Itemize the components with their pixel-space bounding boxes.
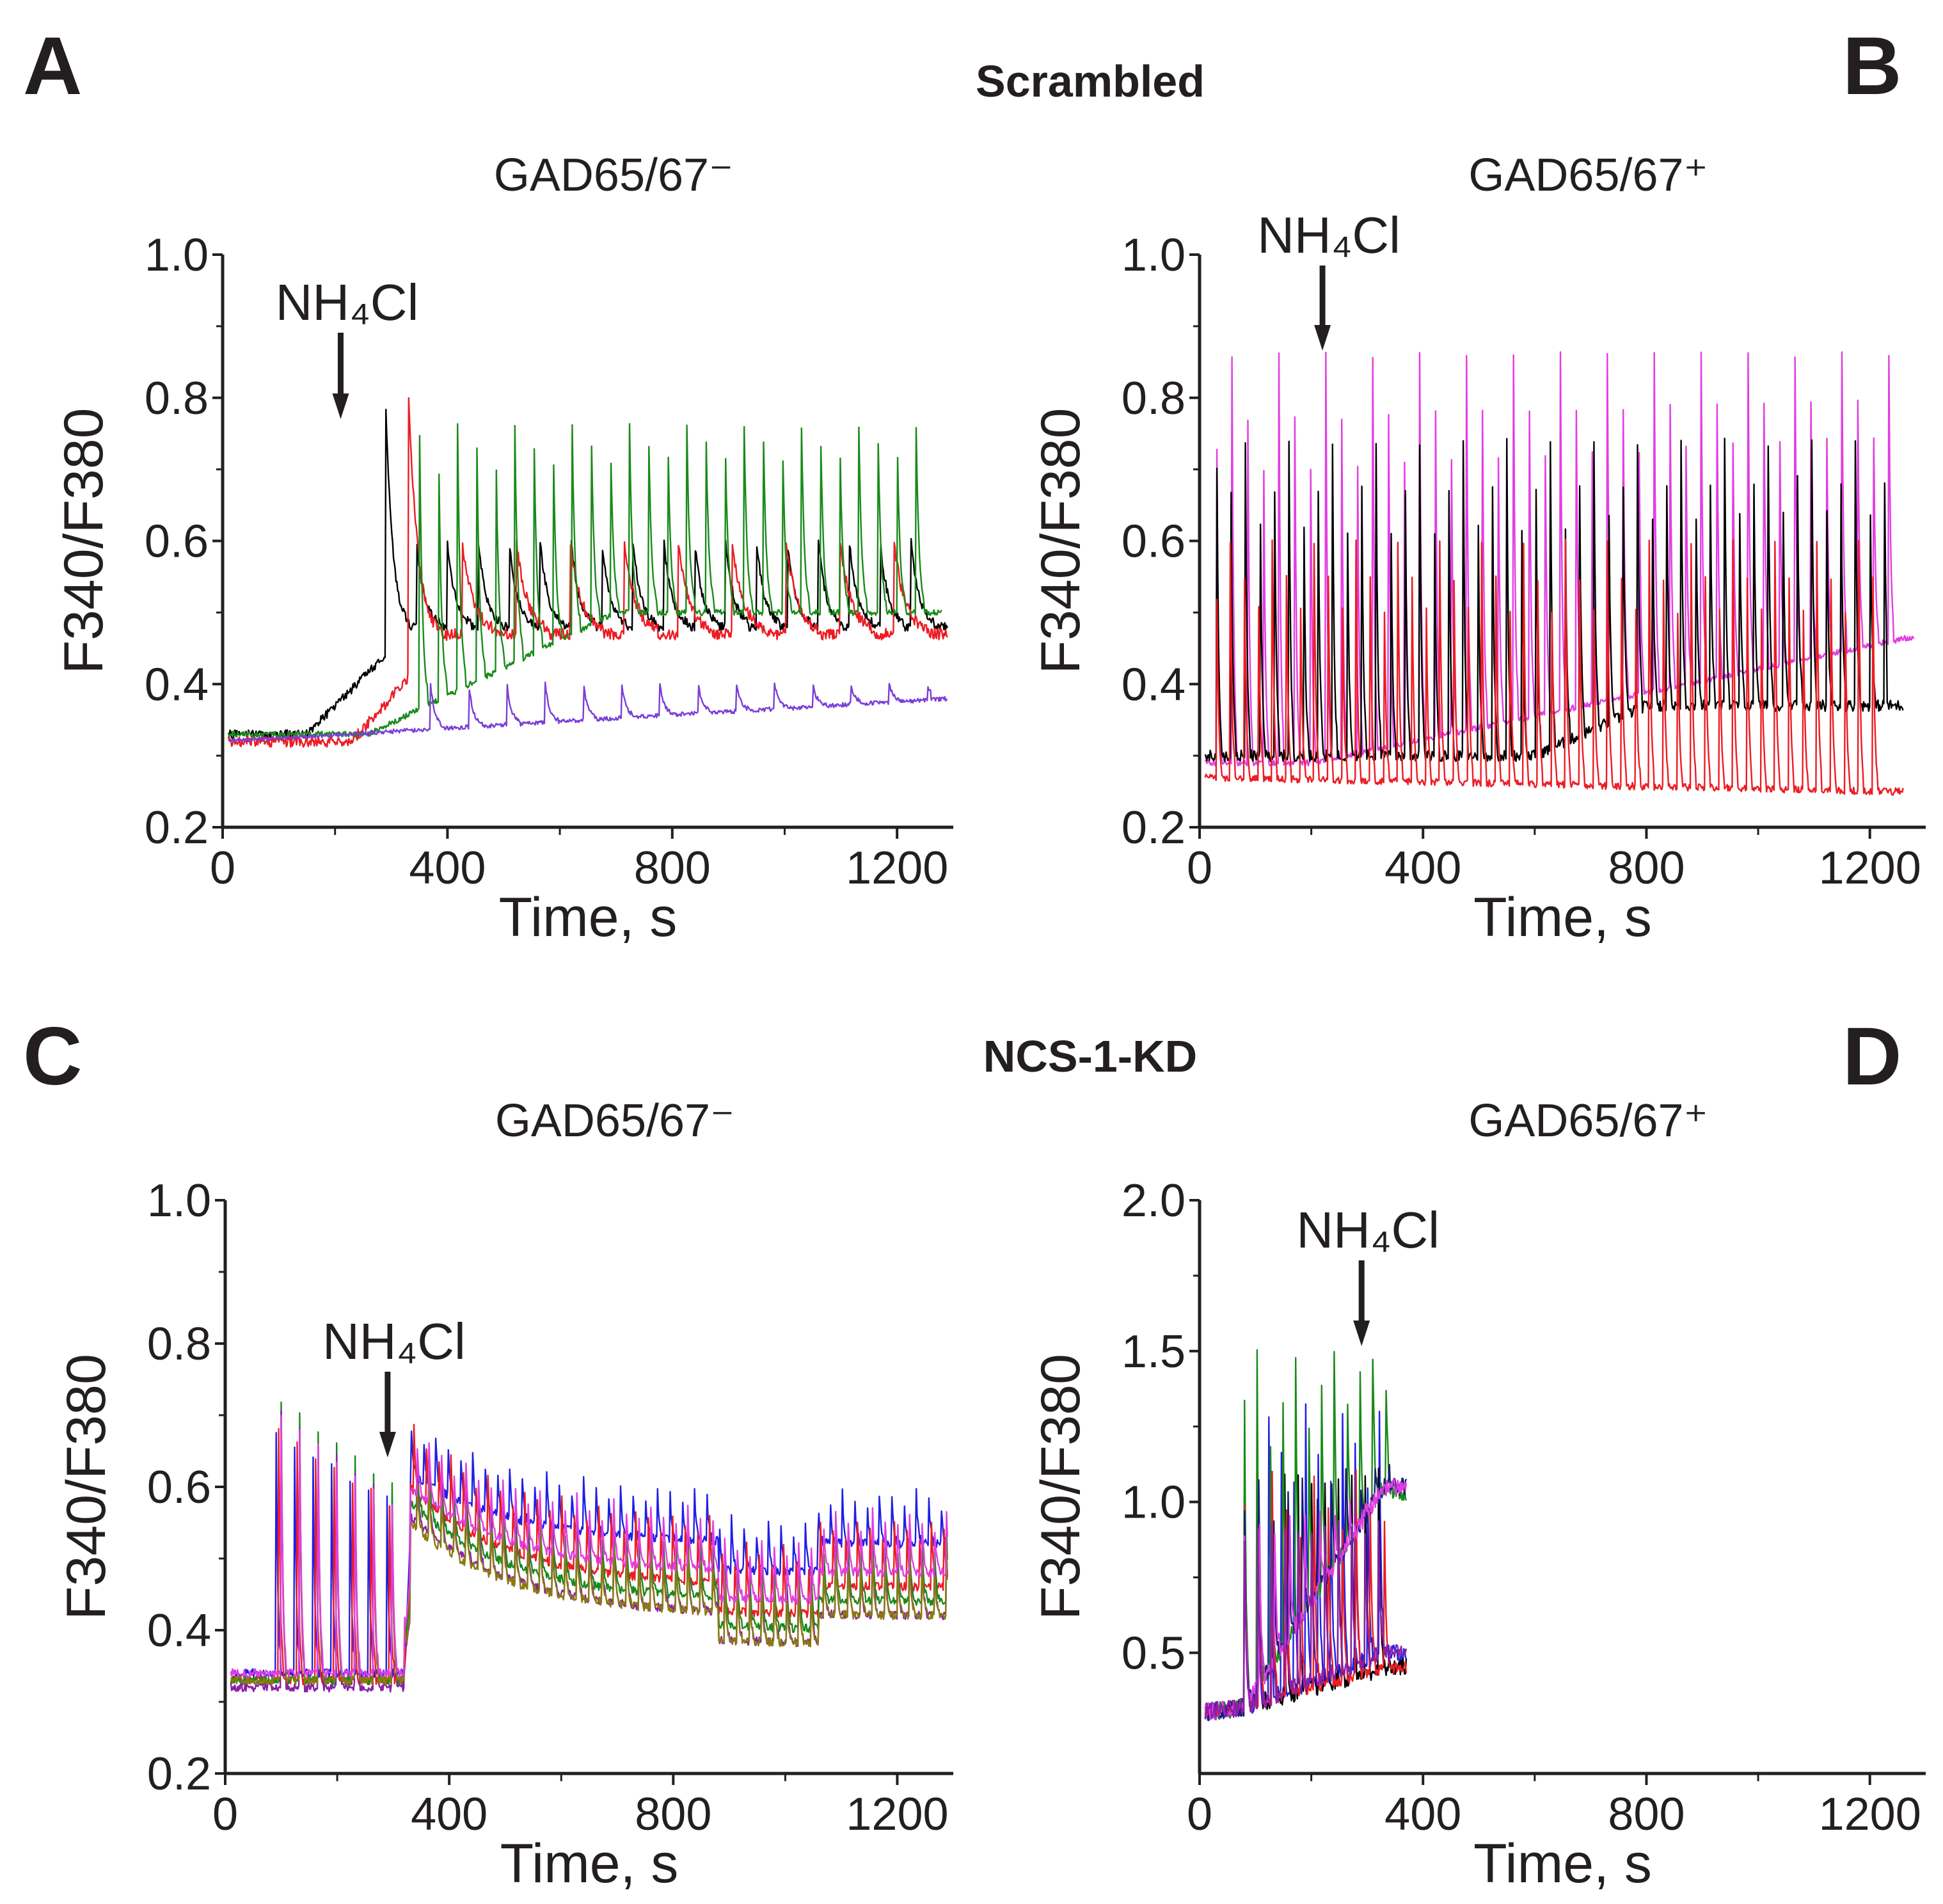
x-tick-label: 1200: [1819, 1789, 1921, 1840]
chart-c: 0.2 0.4 0.6 0.8 1.0 0 400 800 1200 Time, s F340/F3…: [56, 1095, 953, 1894]
y-tick-label: 0.8: [147, 1319, 211, 1370]
y-tick-label: 0.6: [145, 516, 209, 567]
y-tick-label: 1.0: [145, 230, 209, 281]
series-purple-trace: [1204, 1519, 1408, 1719]
y-tick-label: 0.2: [145, 802, 209, 853]
x-axis-label: Time, s: [1473, 1833, 1652, 1894]
x-tick-label: 1200: [846, 1789, 948, 1840]
y-tick-label: 2.0: [1122, 1175, 1186, 1226]
nh4cl-arrow-head: [1314, 325, 1331, 351]
nh4cl-label: NH₄Cl: [1257, 207, 1400, 264]
x-tick-label: 400: [409, 843, 486, 894]
x-tick-label: 1200: [846, 843, 948, 894]
y-tick-label: 1.0: [147, 1175, 211, 1226]
y-tick-label: 0.4: [1122, 659, 1186, 710]
x-tick-label: 800: [635, 1789, 711, 1840]
x-tick-label: 800: [1608, 843, 1685, 894]
traces: [230, 1401, 948, 1693]
series-purple-trace: [228, 681, 948, 743]
y-tick-label: 0.6: [1122, 516, 1186, 567]
series-red-trace: [1204, 538, 1904, 796]
x-tick-label: 800: [634, 843, 711, 894]
chart-title: GAD65/67⁻: [494, 150, 733, 201]
nh4cl-arrow-head: [379, 1432, 396, 1457]
y-tick-label: 0.4: [145, 659, 209, 710]
traces: [1204, 351, 1915, 796]
y-axis-label: F340/F380: [53, 408, 115, 674]
y-tick-label: 0.2: [1122, 802, 1186, 853]
chart-title: GAD65/67⁺: [1468, 150, 1708, 201]
y-tick-label: 1.0: [1122, 1477, 1186, 1528]
traces: [1204, 1349, 1408, 1722]
x-tick-label: 0: [1187, 1789, 1212, 1840]
traces: [227, 397, 948, 748]
nh4cl-label: NH₄Cl: [322, 1313, 466, 1370]
x-tick-label: 0: [212, 1789, 238, 1840]
x-tick-label: 1200: [1819, 843, 1921, 894]
y-tick-label: 0.2: [147, 1749, 211, 1800]
series-navy-trace: [1204, 1464, 1408, 1721]
panel-letter-d: D: [1843, 1011, 1902, 1102]
y-axis-label: F340/F380: [1030, 408, 1091, 674]
chart-title: GAD65/67⁺: [1468, 1095, 1708, 1146]
nh4cl-arrow-head: [1353, 1321, 1370, 1346]
x-tick-label: 800: [1608, 1789, 1685, 1840]
y-tick-label: 0.6: [147, 1462, 211, 1513]
y-tick-label: 1.5: [1122, 1326, 1186, 1377]
panel-letter-b: B: [1843, 20, 1902, 112]
series-olive-trace: [230, 1427, 948, 1686]
y-axis-label: F340/F380: [1030, 1354, 1091, 1620]
chart-a: 0.2 0.4 0.6 0.8 1.0 0 400 800 1200 Time, s F340/F3…: [53, 150, 953, 948]
x-axis-label: Time, s: [499, 887, 678, 948]
x-tick-label: 400: [411, 1789, 488, 1840]
chart-d: 0.5 1.0 1.5 2.0 0 400 800 1200 Time, s F340/F380 G…: [1030, 1095, 1926, 1894]
panel-letter-a: A: [23, 20, 83, 112]
chart-b: 0.2 0.4 0.6 0.8 1.0 0 400 800 1200 Time, s F340/F3…: [1030, 150, 1926, 948]
panel-letter-c: C: [23, 1011, 83, 1102]
nh4cl-arrow-head: [332, 393, 349, 419]
x-tick-label: 400: [1384, 843, 1461, 894]
condition-label-ncs1kd: NCS-1-KD: [983, 1031, 1198, 1081]
series-magenta-trace: [230, 1415, 948, 1679]
x-tick-label: 0: [210, 843, 235, 894]
x-tick-label: 0: [1187, 843, 1212, 894]
y-tick-label: 0.8: [1122, 373, 1186, 424]
nh4cl-label: NH₄Cl: [1296, 1202, 1439, 1258]
y-tick-label: 0.5: [1122, 1628, 1186, 1679]
x-axis-label: Time, s: [1473, 887, 1652, 948]
y-axis-label: F340/F380: [56, 1354, 117, 1620]
x-tick-label: 400: [1384, 1789, 1461, 1840]
y-tick-label: 0.4: [147, 1605, 211, 1656]
y-tick-label: 0.8: [145, 373, 209, 424]
y-tick-label: 1.0: [1122, 230, 1186, 281]
series-red-trace: [227, 397, 948, 748]
x-axis-label: Time, s: [500, 1833, 679, 1894]
condition-label-scrambled: Scrambled: [976, 56, 1205, 106]
chart-title: GAD65/67⁻: [495, 1095, 734, 1146]
series-magenta-trace: [1204, 351, 1915, 766]
nh4cl-label: NH₄Cl: [276, 274, 419, 331]
